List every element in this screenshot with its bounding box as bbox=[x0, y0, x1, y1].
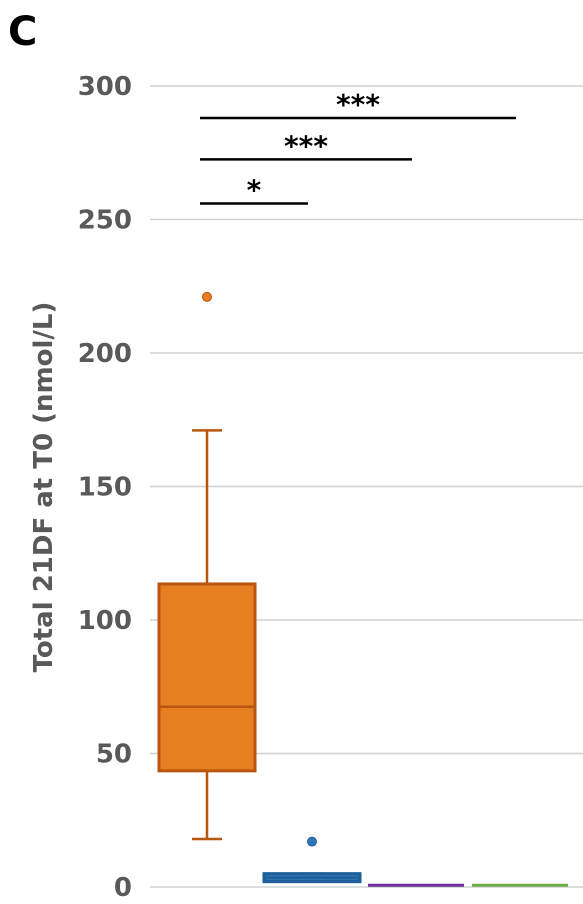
y-tick-label: 0 bbox=[114, 873, 132, 903]
significance-label: *** bbox=[284, 129, 328, 162]
outlier-point bbox=[202, 291, 212, 302]
significance-label: *** bbox=[336, 88, 380, 121]
box-group bbox=[157, 291, 257, 841]
y-tick-label: 150 bbox=[78, 473, 132, 503]
boxes bbox=[157, 291, 568, 887]
y-tick-label: 200 bbox=[78, 339, 132, 369]
significance-bracket: *** bbox=[200, 129, 412, 162]
box-group bbox=[262, 836, 362, 884]
significance-brackets: ******* bbox=[200, 88, 516, 206]
y-tick-label: 250 bbox=[78, 206, 132, 236]
box-iqr bbox=[157, 582, 257, 773]
significance-label: * bbox=[247, 173, 262, 206]
panel-label: C bbox=[8, 9, 38, 55]
y-axis-label: Total 21DF at T0 (nmol/L) bbox=[29, 302, 59, 673]
y-tick-label: 300 bbox=[78, 72, 132, 102]
significance-bracket: *** bbox=[200, 88, 516, 121]
outlier-point bbox=[307, 836, 317, 847]
y-tick-labels: 0 50 100 150 200 250 300 bbox=[78, 72, 132, 903]
significance-bracket: * bbox=[200, 173, 308, 206]
y-tick-label: 100 bbox=[78, 606, 132, 636]
y-tick-label: 50 bbox=[96, 740, 132, 770]
